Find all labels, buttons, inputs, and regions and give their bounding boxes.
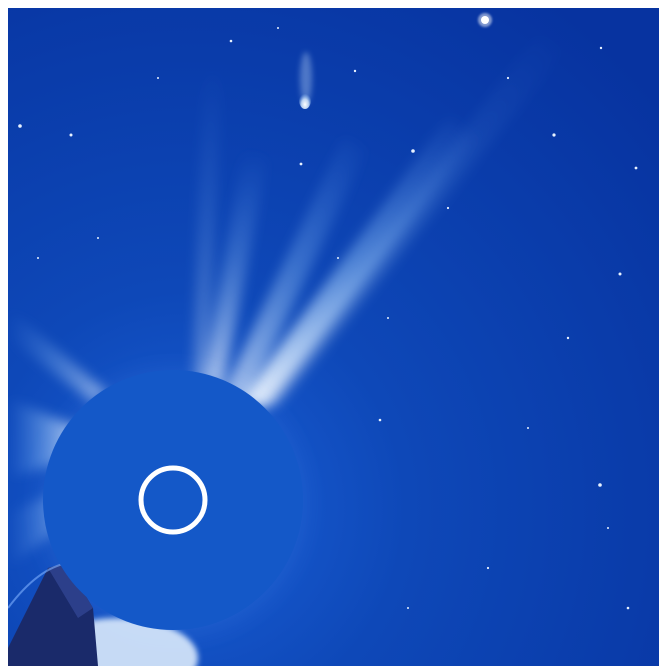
bright-planet (478, 13, 492, 27)
star (598, 483, 602, 487)
star (277, 27, 279, 29)
comet-tail (300, 52, 312, 104)
star (353, 69, 357, 73)
planet-core (481, 16, 489, 24)
star (618, 272, 622, 276)
star (387, 317, 389, 319)
streamer-ne-secondary (223, 138, 368, 400)
streamer-n (203, 148, 268, 388)
star (527, 427, 529, 429)
star (552, 133, 556, 137)
star (18, 124, 22, 128)
star (69, 133, 73, 137)
comet (299, 52, 312, 109)
star (599, 46, 603, 50)
star (506, 76, 510, 80)
comet-head (299, 91, 311, 109)
background-stars (18, 27, 638, 610)
star (157, 77, 159, 79)
star (634, 166, 638, 170)
star (337, 257, 339, 259)
star (566, 336, 570, 340)
star (97, 237, 99, 239)
star (299, 162, 303, 166)
coronagraph-image (8, 8, 659, 666)
star (607, 527, 609, 529)
occulter (43, 370, 303, 630)
occulter-disk (43, 370, 303, 630)
star (378, 418, 382, 422)
star (486, 566, 490, 570)
sun-outline-ring (138, 465, 208, 535)
star (37, 257, 39, 259)
star (446, 206, 450, 210)
star (411, 149, 415, 153)
streamer-nw (8, 308, 108, 403)
star (407, 607, 409, 609)
streamer-ne-faint (258, 33, 568, 406)
streamer-n-faint (193, 63, 223, 384)
star (229, 39, 233, 43)
coronagraph-scene (8, 8, 659, 666)
pylon-edge (48, 563, 93, 618)
occulter-support-arm (8, 562, 98, 666)
star (626, 606, 630, 610)
